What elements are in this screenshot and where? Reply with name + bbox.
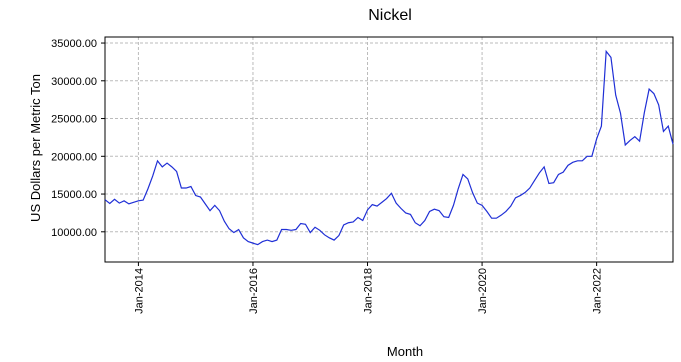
y-tick-label: 20000.00 — [51, 151, 97, 163]
x-tick-label: Jan-2014 — [133, 268, 145, 314]
y-tick-label: 30000.00 — [51, 76, 97, 88]
x-axis-label: Month — [387, 344, 423, 359]
x-tick-label: Jan-2022 — [592, 268, 604, 314]
x-tick-label: Jan-2020 — [477, 268, 489, 314]
y-axis-label: US Dollars per Metric Ton — [28, 74, 43, 222]
y-tick-label: 15000.00 — [51, 189, 97, 201]
y-tick-label: 35000.00 — [51, 38, 97, 50]
chart-title: Nickel — [368, 7, 412, 24]
x-tick-label: Jan-2018 — [363, 268, 375, 314]
x-tick-label: Jan-2016 — [248, 268, 260, 314]
line — [104, 49, 674, 246]
y-tick-label: 10000.00 — [51, 227, 97, 239]
plot-frame — [104, 36, 674, 263]
y-tick-label: 25000.00 — [51, 114, 97, 126]
